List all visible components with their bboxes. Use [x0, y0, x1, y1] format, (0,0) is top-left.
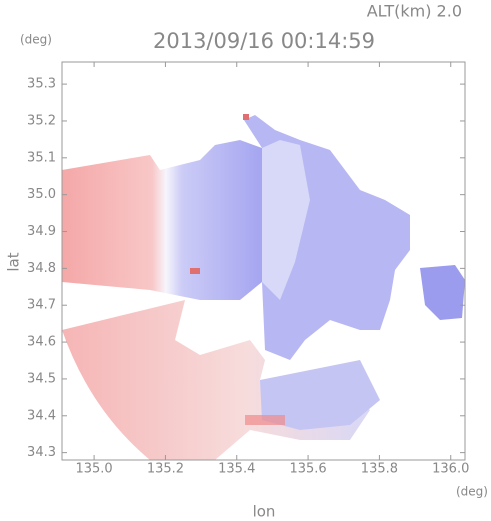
- y-tick-label: 34.4: [27, 408, 56, 423]
- y-tick-label: 34.5: [27, 371, 56, 386]
- altitude: ALT(km) 2.0: [367, 2, 462, 21]
- y-tick-label: 34.7: [27, 298, 56, 313]
- y-unit: (deg): [20, 33, 52, 47]
- x-axis-label: lon: [253, 503, 276, 521]
- chart-title: 2013/09/16 00:14:59: [153, 29, 375, 53]
- y-tick-label: 34.3: [27, 445, 56, 460]
- plot-frame: [61, 61, 466, 461]
- y-tick-label: 35.0: [27, 187, 56, 202]
- x-tick-label: 135.4: [218, 462, 255, 477]
- x-tick-label: 135.8: [361, 462, 398, 477]
- y-axis-label: lat: [5, 252, 23, 271]
- y-tick-label: 34.8: [27, 261, 56, 276]
- x-tick-label: 135.0: [75, 462, 112, 477]
- x-tick-label: 135.2: [147, 462, 184, 477]
- radar-field: [62, 114, 465, 460]
- y-tick-label: 35.3: [27, 77, 56, 92]
- y-tick-label: 35.1: [27, 150, 56, 165]
- y-tick-label: 35.2: [27, 113, 56, 128]
- x-unit: (deg): [456, 485, 488, 499]
- x-tick-label: 136.0: [432, 462, 469, 477]
- x-tick-label: 135.6: [289, 462, 326, 477]
- y-tick-label: 34.9: [27, 224, 56, 239]
- y-tick-label: 34.6: [27, 335, 56, 350]
